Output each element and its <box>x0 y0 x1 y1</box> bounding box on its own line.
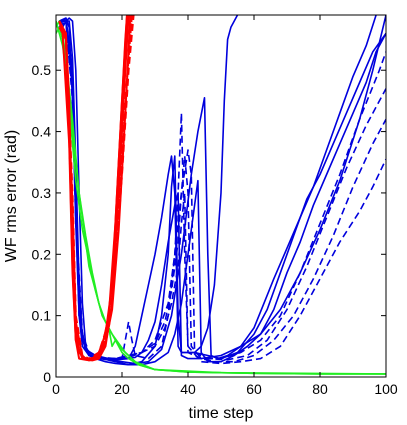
series-line-blue-solid <box>58 15 377 365</box>
y-axis-title: WF rms error (rad) <box>3 130 20 262</box>
y-tick-label: 0.2 <box>32 246 52 262</box>
x-tick-label: 20 <box>114 381 130 397</box>
series-line-blue-dashed <box>58 17 386 363</box>
x-tick-label: 100 <box>374 381 398 397</box>
x-tick-label: 80 <box>312 381 328 397</box>
x-axis-title: time step <box>189 405 254 422</box>
series-line-red-solid <box>58 15 132 361</box>
axis-layer: 0 20 40 60 80 100 0 0.1 0.2 0.3 0.4 0.5 <box>32 15 398 397</box>
x-tick-label: 0 <box>52 381 60 397</box>
series-line-blue-dashed <box>59 20 386 365</box>
y-tick-label: 0.3 <box>32 185 52 201</box>
x-tick-label: 60 <box>246 381 262 397</box>
plot-frame <box>55 14 387 378</box>
y-tick-label: 0.5 <box>32 62 52 78</box>
x-tick-label: 40 <box>180 381 196 397</box>
series-line-blue-dashed <box>59 20 386 360</box>
series-layer <box>56 15 386 375</box>
y-tick-label: 0.4 <box>32 124 52 140</box>
y-tick-label: 0 <box>43 369 51 385</box>
series-line-blue-solid <box>58 15 239 361</box>
y-tick-label: 0.1 <box>32 308 52 324</box>
